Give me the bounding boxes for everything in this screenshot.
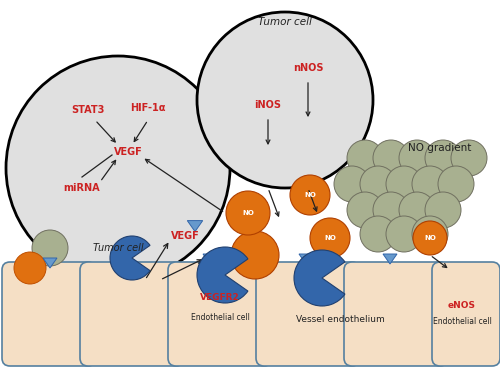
Circle shape	[14, 252, 46, 284]
Circle shape	[438, 166, 474, 202]
Circle shape	[425, 192, 461, 228]
Text: VEGFR2: VEGFR2	[200, 294, 240, 302]
Text: Tumor cell: Tumor cell	[92, 243, 144, 253]
Text: Endothelial cell: Endothelial cell	[432, 317, 492, 327]
Polygon shape	[43, 258, 57, 268]
Circle shape	[373, 140, 409, 176]
Text: VEGF: VEGF	[170, 231, 200, 241]
Text: NO: NO	[424, 235, 436, 241]
Circle shape	[425, 140, 461, 176]
Circle shape	[386, 166, 422, 202]
Circle shape	[290, 175, 330, 215]
Circle shape	[360, 216, 396, 252]
Circle shape	[399, 192, 435, 228]
Text: Vessel endothelium: Vessel endothelium	[296, 316, 384, 324]
FancyBboxPatch shape	[256, 262, 360, 366]
Text: iNOS: iNOS	[254, 100, 281, 110]
Text: NO: NO	[304, 192, 316, 198]
Circle shape	[386, 216, 422, 252]
Polygon shape	[383, 254, 397, 264]
Circle shape	[6, 56, 230, 280]
Text: NO gradient: NO gradient	[408, 143, 472, 153]
Polygon shape	[188, 221, 202, 232]
Text: Endothelial cell: Endothelial cell	[190, 313, 250, 323]
Wedge shape	[110, 236, 150, 280]
Text: HIF-1α: HIF-1α	[130, 103, 166, 113]
Text: Tumor cell: Tumor cell	[258, 17, 312, 27]
Circle shape	[413, 221, 447, 255]
FancyBboxPatch shape	[432, 262, 500, 366]
Polygon shape	[299, 254, 313, 264]
Circle shape	[231, 231, 279, 279]
FancyBboxPatch shape	[2, 262, 96, 366]
Circle shape	[373, 192, 409, 228]
FancyBboxPatch shape	[80, 262, 184, 366]
Text: NO: NO	[242, 210, 254, 216]
Circle shape	[451, 140, 487, 176]
Circle shape	[347, 192, 383, 228]
Circle shape	[412, 166, 448, 202]
Circle shape	[334, 166, 370, 202]
Text: eNOS: eNOS	[448, 301, 476, 309]
Text: miRNA: miRNA	[64, 183, 100, 193]
Text: VEGF: VEGF	[114, 147, 142, 157]
Circle shape	[197, 12, 373, 188]
Circle shape	[310, 218, 350, 258]
Circle shape	[399, 140, 435, 176]
Text: nNOS: nNOS	[293, 63, 323, 73]
Text: STAT3: STAT3	[72, 105, 104, 115]
Wedge shape	[294, 250, 345, 306]
Wedge shape	[197, 247, 248, 303]
FancyBboxPatch shape	[344, 262, 448, 366]
Circle shape	[226, 191, 270, 235]
Circle shape	[412, 216, 448, 252]
Circle shape	[32, 230, 68, 266]
Circle shape	[347, 140, 383, 176]
Circle shape	[360, 166, 396, 202]
Text: NO: NO	[324, 235, 336, 241]
FancyBboxPatch shape	[168, 262, 272, 366]
Polygon shape	[203, 254, 217, 264]
